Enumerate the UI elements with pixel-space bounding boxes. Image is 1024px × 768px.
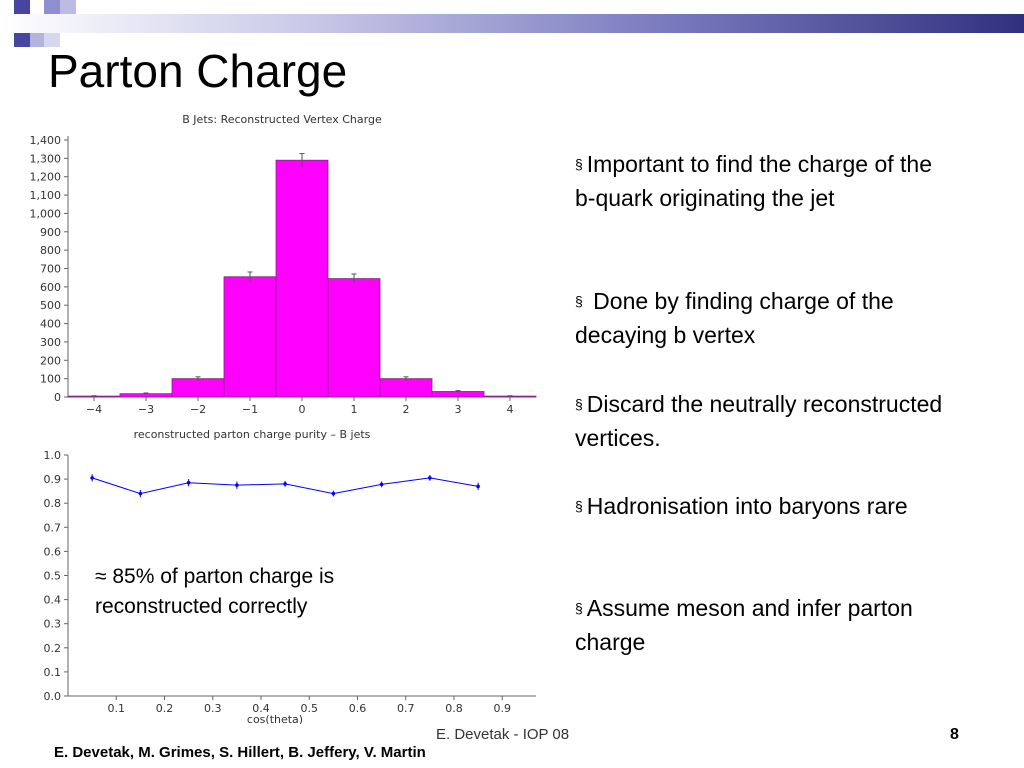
- histogram-bar: [171, 378, 225, 398]
- footer-center-text: E. Devetak - IOP 08: [436, 726, 570, 743]
- purity-x-tick-label: 0.6: [349, 702, 367, 715]
- histogram-y-tick-label: 300: [40, 336, 61, 349]
- histogram-y-tick-label: 800: [40, 244, 61, 257]
- histogram-x-tick-label: 0: [299, 403, 306, 416]
- purity-point: [476, 484, 480, 489]
- histogram-bar: [327, 278, 381, 398]
- purity-point: [138, 491, 143, 496]
- purity-y-tick-label: 0.2: [44, 642, 62, 655]
- histogram-y-tick-label: 100: [40, 373, 61, 386]
- histogram-x-tick-label: 1: [351, 403, 358, 416]
- bullet-mark-5: §: [575, 600, 583, 616]
- histogram-x-tick-label: 4: [507, 403, 514, 416]
- purity-x-tick-label: 0.4: [252, 702, 270, 715]
- bullet-text-1: Important to find the charge of the b-qu…: [575, 151, 933, 211]
- corner-square-5: [14, 33, 30, 47]
- purity-annotation: ≈ 85% of parton charge is reconstructed …: [95, 565, 335, 618]
- purity-x-tick-label: 0.2: [156, 702, 174, 715]
- parton-charge-purity-plot: reconstructed parton charge purity – B j…: [44, 428, 536, 724]
- corner-square-6: [30, 33, 46, 47]
- purity-y-tick-label: 0.0: [44, 690, 62, 703]
- histogram-x-tick-label: 3: [455, 403, 462, 416]
- histogram-y-tick-label: 600: [40, 281, 61, 294]
- purity-x-tick-label: 0.5: [300, 702, 318, 715]
- corner-square-7: [44, 33, 60, 47]
- purity-point: [428, 476, 432, 480]
- header-gradient-bar: [0, 14, 1024, 33]
- histogram-y-tick-label: 1,200: [30, 171, 62, 184]
- histogram-x-tick-label: −1: [242, 403, 258, 416]
- histogram-y-tick-label: 700: [40, 263, 61, 276]
- purity-y-tick-label: 0.4: [44, 594, 62, 607]
- purity-x-tick-label: 0.9: [493, 702, 511, 715]
- bullet-1: § Important to find the charge of the b-q…: [575, 147, 955, 215]
- histogram-y-tick-label: 200: [40, 354, 61, 367]
- histogram-bar: [379, 378, 433, 398]
- purity-point: [331, 491, 336, 496]
- corner-square-3: [60, 0, 76, 14]
- bullet-2: § Done by finding charge of the decaying…: [575, 284, 955, 352]
- purity-point: [90, 476, 94, 480]
- histogram-y-tick-label: 0: [54, 391, 61, 404]
- purity-y-tick-label: 1.0: [44, 449, 62, 462]
- footer-authors: E. Devetak, M. Grimes, S. Hillert, B. Je…: [54, 744, 426, 761]
- purity-x-axis-label: cos(theta): [247, 713, 303, 724]
- bullet-text-3: Discard the neutrally reconstructed vert…: [575, 391, 943, 451]
- bullet-mark-4: §: [575, 498, 583, 514]
- corner-square-2: [44, 0, 60, 14]
- histogram-y-tick-label: 500: [40, 299, 61, 312]
- histogram-x-tick-label: −4: [86, 403, 102, 416]
- purity-y-tick-label: 0.9: [44, 473, 62, 486]
- histogram-y-tick-label: 1,000: [30, 207, 62, 220]
- histogram-y-tick-label: 900: [40, 226, 61, 239]
- purity-x-tick-label: 0.7: [397, 702, 415, 715]
- histogram-x-tick-label: 2: [403, 403, 410, 416]
- histogram-x-tick-label: −2: [190, 403, 206, 416]
- purity-y-tick-label: 0.3: [44, 618, 62, 631]
- bullet-mark-2: §: [575, 293, 583, 309]
- purity-point: [379, 482, 384, 487]
- purity-y-tick-label: 0.1: [44, 666, 62, 679]
- bullet-text-2: Done by finding charge of the decaying b…: [575, 288, 901, 348]
- bullet-mark-3: §: [575, 396, 583, 412]
- bullet-text-5: Assume meson and infer parton charge: [575, 595, 913, 655]
- purity-x-tick-label: 0.3: [204, 702, 222, 715]
- bullet-4: § Hadronisation into baryons rare: [575, 489, 955, 523]
- purity-point: [235, 483, 239, 487]
- purity-point: [283, 482, 287, 486]
- histogram-bar: [223, 276, 277, 398]
- purity-title: reconstructed parton charge purity – B j…: [134, 428, 371, 441]
- slide-title: Parton Charge: [48, 45, 348, 97]
- purity-y-tick-label: 0.8: [44, 497, 62, 510]
- histogram-bar: [275, 159, 329, 398]
- corner-square-1: [14, 0, 30, 14]
- page-number: 8: [950, 726, 959, 743]
- histogram-y-tick-label: 400: [40, 318, 61, 331]
- purity-y-tick-label: 0.7: [44, 521, 62, 534]
- purity-y-tick-label: 0.5: [44, 570, 62, 583]
- histogram-y-tick-label: 1,400: [30, 134, 62, 147]
- bullet-3: § Discard the neutrally reconstructed ver…: [575, 387, 955, 455]
- vertex-charge-histogram: B Jets: Reconstructed Vertex Charge 0 100 2…: [30, 113, 537, 416]
- histogram-y-tick-label: 1,100: [30, 189, 62, 202]
- histogram-y-tick-label: 1,300: [30, 152, 62, 165]
- purity-y-tick-label: 0.6: [44, 545, 62, 558]
- bullet-5: § Assume meson and infer parton charge: [575, 591, 955, 659]
- bullet-text-4: Hadronisation into baryons rare: [586, 493, 908, 519]
- purity-x-tick-label: 0.1: [107, 702, 125, 715]
- purity-x-tick-label: 0.8: [445, 702, 463, 715]
- bullet-mark-1: §: [575, 156, 583, 172]
- histogram-x-tick-label: −3: [138, 403, 154, 416]
- purity-point: [186, 480, 191, 485]
- histogram-title: B Jets: Reconstructed Vertex Charge: [182, 113, 382, 126]
